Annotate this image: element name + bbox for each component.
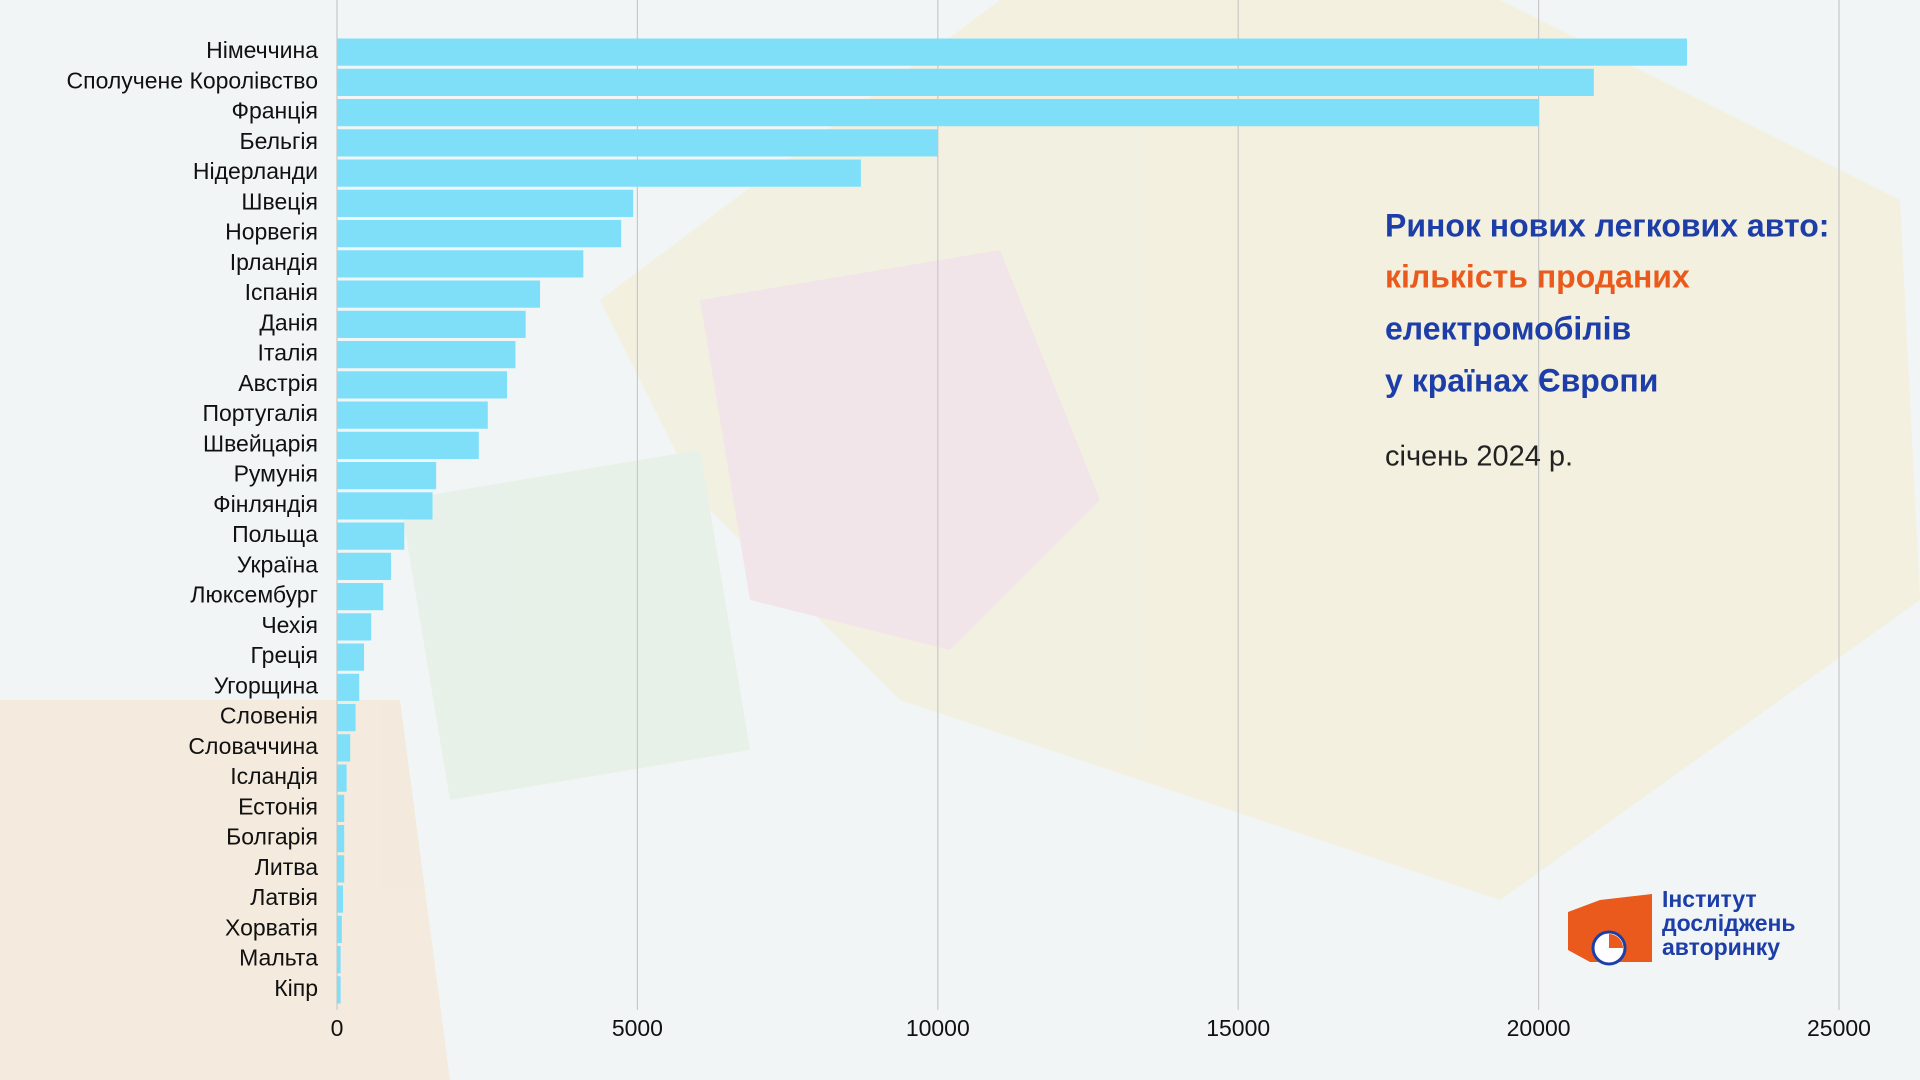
bar <box>337 976 341 1004</box>
bar <box>337 341 516 369</box>
y-tick-label: Румунія <box>234 461 318 487</box>
x-tick-label: 0 <box>331 1015 344 1041</box>
bar <box>337 401 488 429</box>
bar <box>337 431 479 459</box>
y-tick-label: Італія <box>258 340 318 366</box>
x-tick-label: 5000 <box>612 1015 663 1041</box>
y-tick-label: Литва <box>255 854 318 880</box>
y-tick-label: Греція <box>251 642 318 668</box>
logo-text: авторинку <box>1662 934 1780 960</box>
bar <box>337 522 405 550</box>
bar <box>337 794 345 822</box>
y-tick-label: Латвія <box>250 884 318 910</box>
bar <box>337 825 345 853</box>
y-tick-label: Швейцарія <box>203 430 318 456</box>
map-shape <box>400 450 750 800</box>
bar <box>337 280 541 308</box>
logo-icon <box>1609 934 1623 948</box>
bar <box>337 492 433 520</box>
x-tick-label: 10000 <box>906 1015 970 1041</box>
bar <box>337 855 345 883</box>
map-shape <box>600 0 1920 900</box>
bar <box>337 38 1687 66</box>
bar <box>337 885 344 913</box>
y-tick-label: Ірландія <box>230 249 318 275</box>
y-tick-label: Німеччина <box>206 37 318 63</box>
y-tick-label: Сполучене Королівство <box>67 67 318 93</box>
bar <box>337 643 365 671</box>
y-tick-label: Хорватія <box>225 914 318 940</box>
subtitle: січень 2024 р. <box>1385 441 1573 473</box>
x-tick-label: 15000 <box>1206 1015 1270 1041</box>
bar <box>337 764 347 792</box>
bar <box>337 371 508 399</box>
logo-shape <box>1568 894 1652 962</box>
y-tick-label: Нідерланди <box>193 158 318 184</box>
bar <box>337 673 360 701</box>
bar <box>337 915 342 943</box>
y-tick-label: Ісландія <box>230 763 318 789</box>
y-tick-label: Швеція <box>241 188 318 214</box>
bar <box>337 129 938 157</box>
x-tick-label: 20000 <box>1507 1015 1571 1041</box>
y-tick-label: Естонія <box>238 793 318 819</box>
y-tick-label: Польща <box>232 521 318 547</box>
title-line: Ринок нових легкових авто: <box>1385 207 1829 243</box>
logo: Інститут досліджень авторинку <box>1568 886 1796 966</box>
y-tick-label: Австрія <box>238 370 318 396</box>
y-tick-label: Угорщина <box>214 672 319 698</box>
logo-text: Інститут <box>1662 886 1757 912</box>
bar <box>337 250 584 278</box>
bar <box>337 310 526 338</box>
y-tick-label: Люксембург <box>190 582 318 608</box>
y-tick-label: Словаччина <box>188 733 318 759</box>
y-tick-label: Болгарія <box>226 824 318 850</box>
bar <box>337 68 1594 96</box>
bars: Німеччина Сполучене Королівство Франція Бел… <box>67 37 1687 1004</box>
bar <box>337 189 634 217</box>
y-tick-label: Бельгія <box>240 128 318 154</box>
title-block: Ринок нових легкових авто: кількість про… <box>1385 207 1829 472</box>
y-tick-label: Португалія <box>202 400 318 426</box>
y-tick-label: Фінляндія <box>213 491 318 517</box>
y-tick-label: Україна <box>237 551 318 577</box>
x-tick-label: 25000 <box>1807 1015 1871 1041</box>
y-tick-label: Мальта <box>239 945 318 971</box>
bar <box>337 613 372 641</box>
title-line: кількість проданих <box>1385 258 1690 294</box>
bar <box>337 704 356 732</box>
bar <box>337 946 341 974</box>
y-tick-label: Іспанія <box>245 279 318 305</box>
map-shape <box>700 250 1100 650</box>
logo-text: досліджень <box>1662 910 1796 936</box>
title-line: електромобілів <box>1385 310 1631 346</box>
bar <box>337 159 861 187</box>
bar <box>337 99 1540 127</box>
y-tick-label: Чехія <box>261 612 318 638</box>
y-tick-label: Данія <box>259 309 318 335</box>
y-tick-label: Норвегія <box>225 219 318 245</box>
bar <box>337 552 392 580</box>
bar <box>337 220 622 248</box>
bar <box>337 734 351 762</box>
bar <box>337 462 437 490</box>
y-tick-label: Кіпр <box>274 975 318 1001</box>
bar <box>337 583 384 611</box>
grid: 0 5000 10000 15000 20000 25000 <box>331 0 1871 1041</box>
y-tick-label: Франція <box>231 98 318 124</box>
y-tick-label: Словенія <box>220 703 318 729</box>
title-line: у країнах Європи <box>1385 362 1658 398</box>
